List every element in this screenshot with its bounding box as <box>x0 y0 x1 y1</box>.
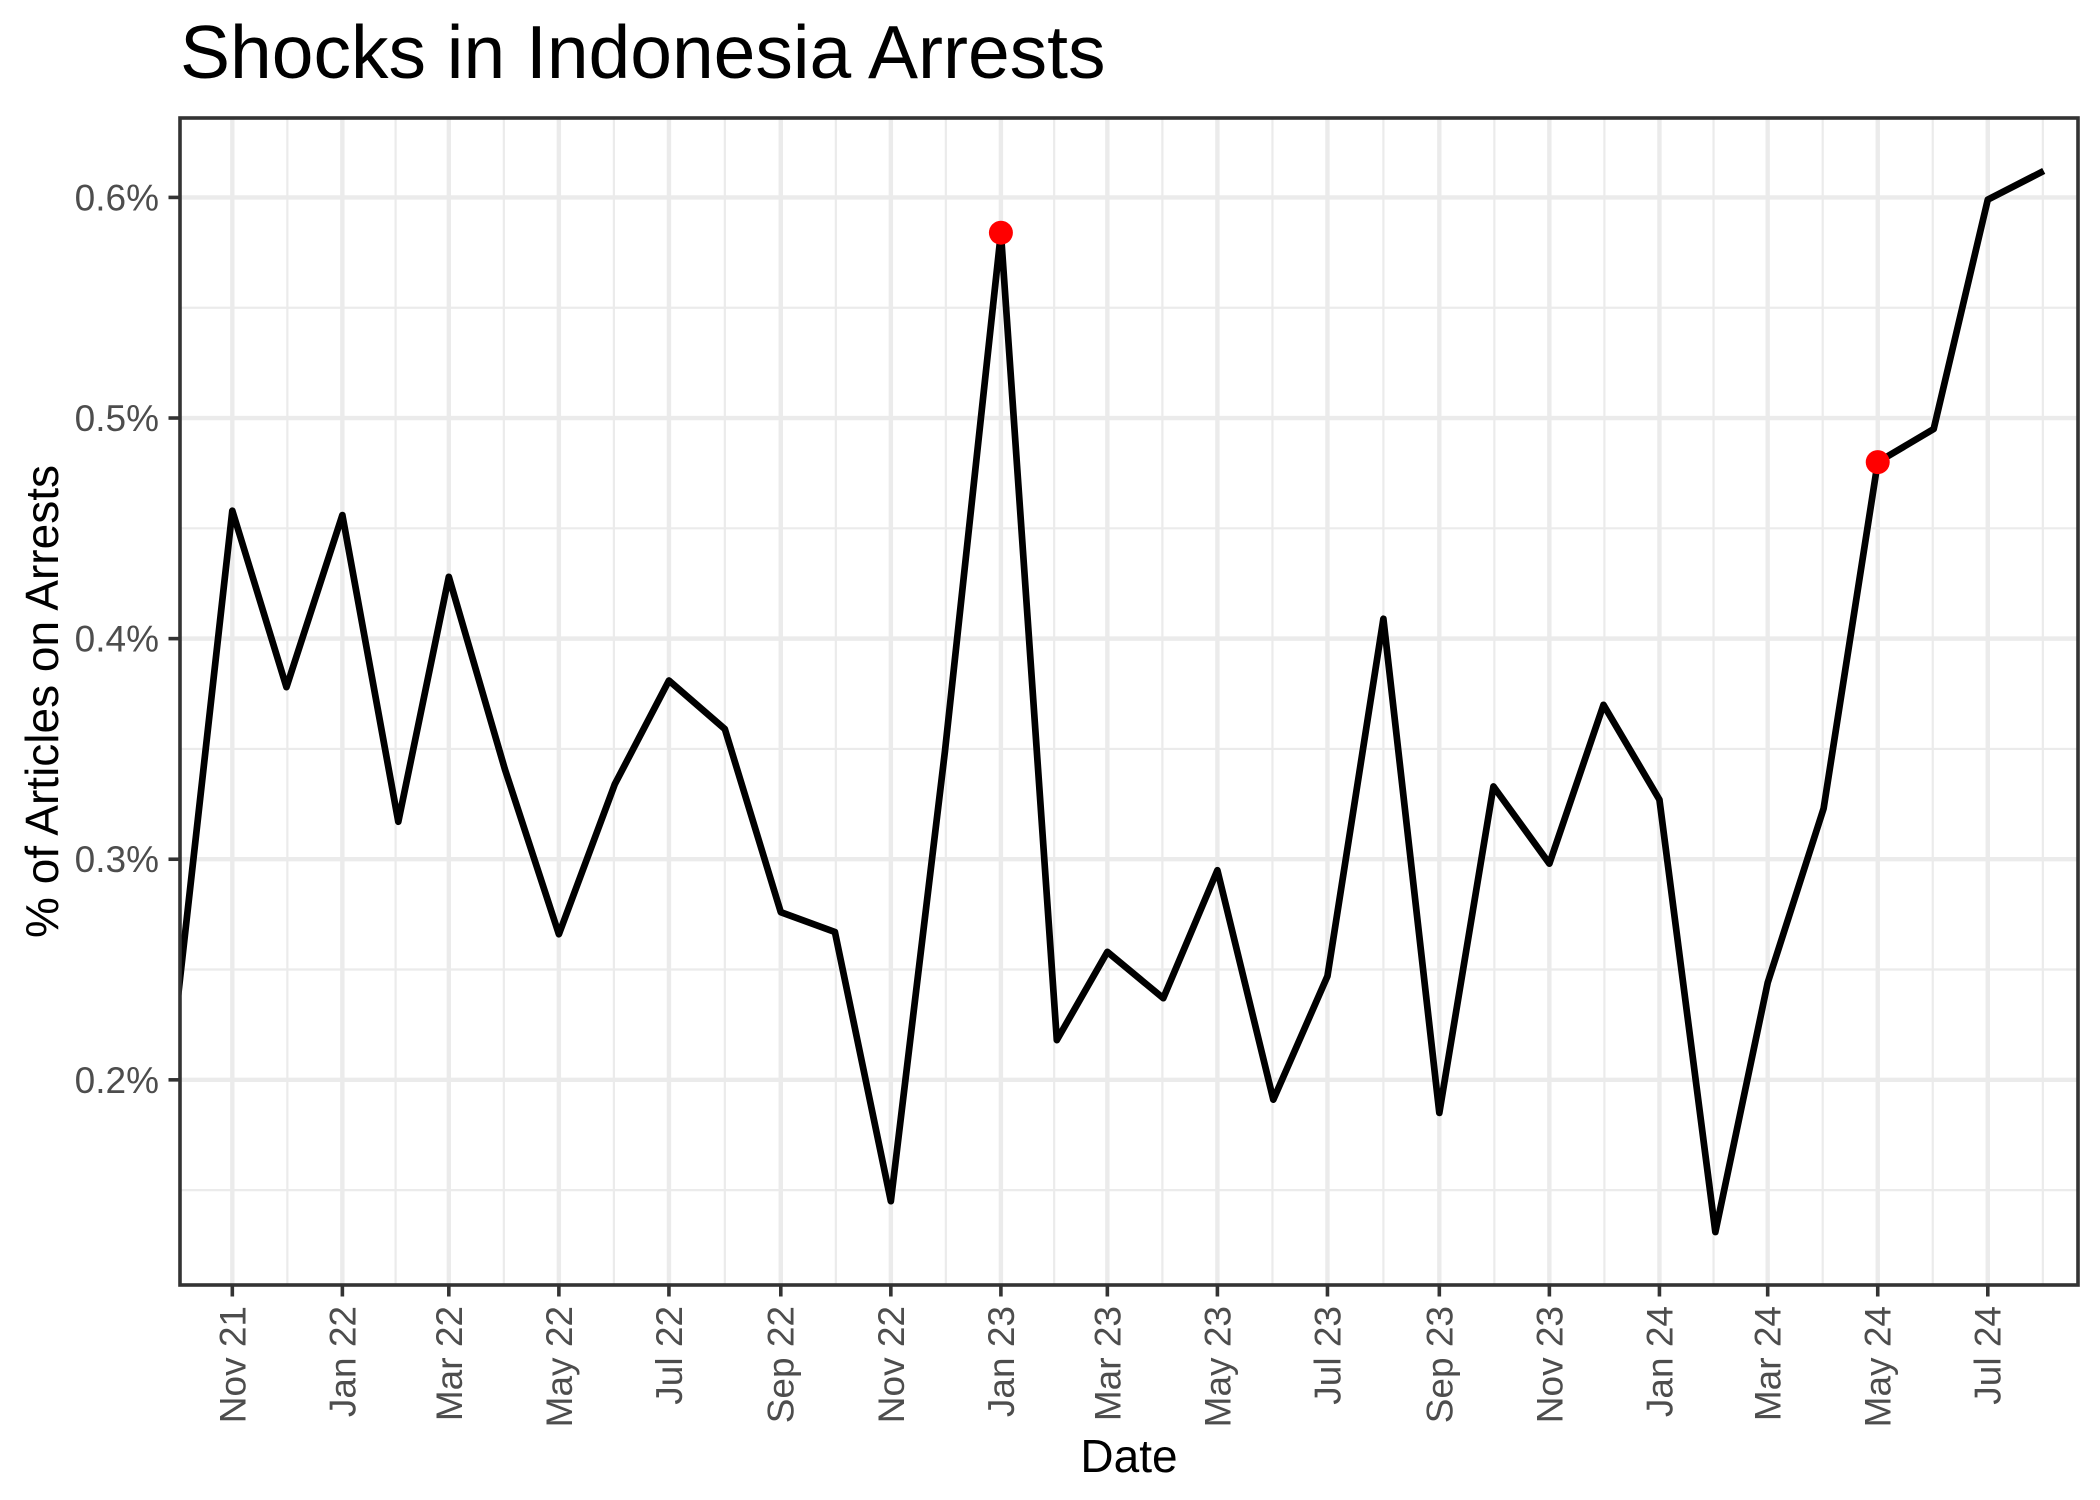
panel-border <box>178 116 2080 1287</box>
x-tick-label: Mar 23 <box>1087 1306 1128 1421</box>
x-tick-label: Nov 21 <box>212 1306 253 1423</box>
series-line <box>180 167 2046 1236</box>
x-tick-label: Jul 24 <box>1968 1306 2009 1405</box>
y-axis: 0.2% 0.3% 0.4% 0.5% 0.6% <box>75 177 180 1101</box>
y-tick-label: 0.2% <box>75 1060 159 1101</box>
chart-title: Shocks in Indonesia Arrests <box>180 10 1106 94</box>
y-tick-label: 0.4% <box>75 619 159 660</box>
x-tick-label: Jan 23 <box>981 1306 1022 1417</box>
y-axis-title: % of Articles on Arrests <box>16 465 68 938</box>
x-tick-label: Jan 24 <box>1639 1306 1680 1417</box>
highlight-point <box>1865 450 1890 475</box>
y-tick-label: 0.6% <box>75 177 159 218</box>
x-axis-title: Date <box>1080 1430 1177 1482</box>
x-tick-label: Mar 24 <box>1748 1306 1789 1421</box>
x-tick-label: Nov 23 <box>1529 1306 1570 1423</box>
x-tick-label: May 22 <box>539 1306 580 1427</box>
gridlines <box>180 118 2078 1285</box>
highlight-point <box>988 220 1013 245</box>
x-tick-label: May 23 <box>1197 1306 1238 1427</box>
panel-background <box>180 118 2078 1285</box>
y-tick-label: 0.3% <box>75 839 159 880</box>
x-tick-label: Jul 23 <box>1307 1306 1348 1405</box>
x-tick-label: Sep 23 <box>1419 1306 1460 1423</box>
data-layer <box>180 167 2046 1236</box>
x-tick-label: Jan 22 <box>322 1306 363 1417</box>
x-tick-label: Jul 22 <box>649 1306 690 1405</box>
y-tick-label: 0.5% <box>75 398 159 439</box>
x-tick-label: May 24 <box>1858 1306 1899 1427</box>
x-tick-label: Mar 22 <box>429 1306 470 1421</box>
x-tick-label: Sep 22 <box>761 1306 802 1423</box>
x-tick-label: Nov 22 <box>871 1306 912 1423</box>
x-axis: Nov 21 Jan 22 Mar 22 May 22 Jul 22 Sep 22 Nov … <box>212 1285 2009 1427</box>
